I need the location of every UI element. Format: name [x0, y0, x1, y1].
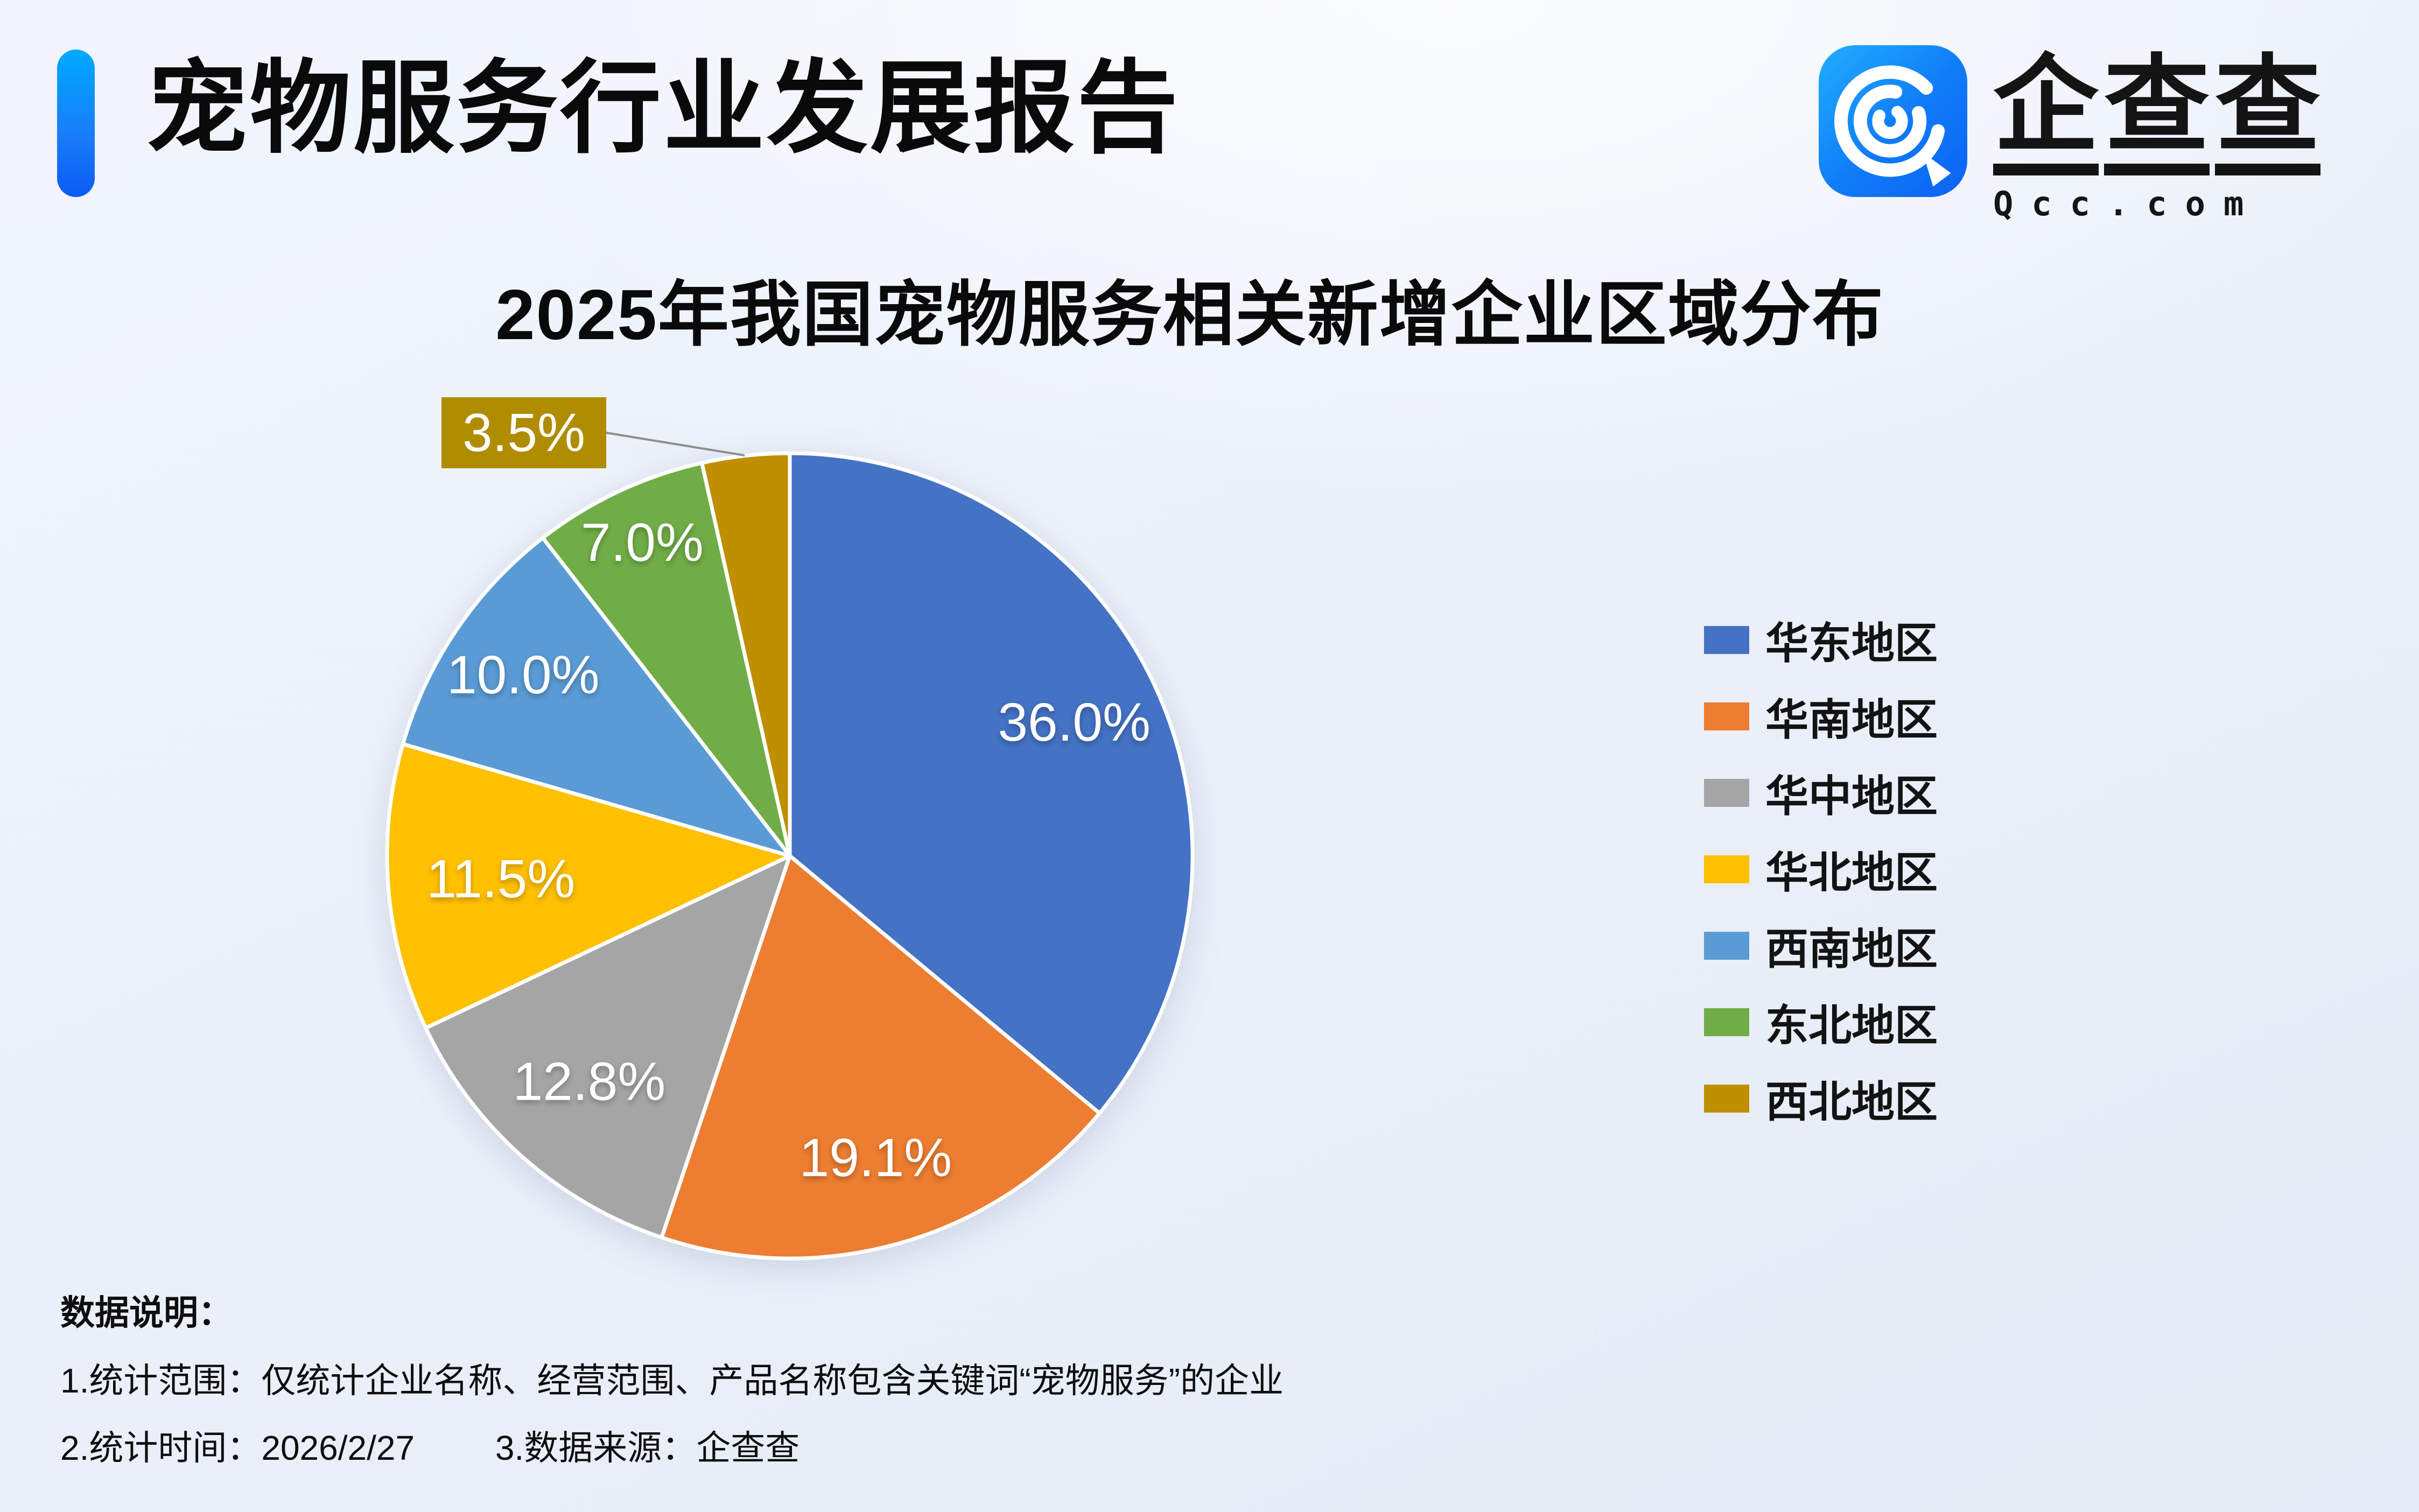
pie-slice-label: 36.0%: [998, 692, 1151, 753]
pie-slice-label: 12.8%: [513, 1051, 666, 1112]
legend-label: 西南地区: [1765, 925, 1938, 973]
legend-swatch: [1704, 1084, 1749, 1113]
pie-slice-华北地区: [385, 742, 792, 1030]
pie-slice-西北地区: [700, 451, 792, 858]
pie-callout-value: 3.5%: [462, 402, 585, 463]
pie-slice-label: 11.5%: [426, 849, 575, 909]
chart-title: 2025年我国宠物服务相关新增企业区域分布: [495, 275, 1884, 354]
pie-slice-西南地区: [401, 536, 792, 858]
qcc-logo-character: 查: [2104, 53, 2210, 175]
legend-swatch: [1704, 855, 1749, 883]
qcc-logo-wordmark: 企查查: [1993, 53, 2326, 175]
legend-swatch: [1704, 1008, 1749, 1036]
legend-item-东北地区: 东北地区: [1704, 1000, 1938, 1050]
pie-slice-label: 7.0%: [581, 512, 704, 573]
pie-slice-华南地区: [660, 854, 1102, 1261]
legend-label: 华中地区: [1765, 772, 1938, 820]
data-notes: 数据说明： 1.统计范围：仅统计企业名称、经营范围、产品名称包含关键词“宠物服务…: [60, 1292, 1284, 1469]
callout-leader-line: [606, 432, 745, 456]
title-accent-bar: [57, 50, 95, 197]
legend-item-西南地区: 西南地区: [1704, 924, 1938, 973]
legend-item-华南地区: 华南地区: [1704, 694, 1938, 744]
notes-heading: 数据说明：: [60, 1293, 233, 1332]
qcc-logo-domain: Qcc.com: [1993, 184, 2262, 223]
qcc-logo-text: 企查查 Qcc.com: [1993, 45, 2326, 223]
chart-legend: 华东地区华南地区华中地区华北地区西南地区东北地区西北地区: [1704, 618, 1938, 1126]
legend-swatch: [1704, 625, 1749, 654]
legend-swatch: [1704, 931, 1749, 960]
qcc-logo-character: 企: [1993, 53, 2099, 175]
legend-item-西北地区: 西北地区: [1704, 1077, 1938, 1126]
legend-item-华中地区: 华中地区: [1704, 771, 1938, 820]
pie-slice-东北地区: [541, 461, 792, 858]
pie-callout-label: 3.5%: [441, 397, 606, 468]
report-title: 宠物服务行业发展报告: [146, 52, 1180, 165]
pie-slice-华中地区: [424, 854, 792, 1240]
legend-item-华北地区: 华北地区: [1704, 847, 1938, 897]
pie-slice-label: 10.0%: [447, 645, 600, 705]
legend-label: 华南地区: [1765, 695, 1938, 744]
legend-swatch: [1704, 778, 1749, 807]
legend-label: 东北地区: [1765, 1001, 1938, 1050]
notes-line-scope: 1.统计范围：仅统计企业名称、经营范围、产品名称包含关键词“宠物服务”的企业: [60, 1361, 1284, 1400]
notes-time: 2.统计时间：2026/2/27: [60, 1429, 415, 1467]
legend-label: 华东地区: [1765, 619, 1938, 667]
qcc-logo-icon: [1819, 45, 1967, 197]
legend-item-华东地区: 华东地区: [1704, 618, 1938, 667]
qcc-brand: 企查查 Qcc.com: [1819, 45, 2326, 223]
notes-source: 3.数据来源：企查查: [495, 1429, 800, 1467]
pie-chart: 36.0% 19.1% 12.8% 11.5% 10.0% 7.0%: [385, 432, 1195, 1261]
legend-swatch: [1704, 702, 1749, 730]
pie-slice-label: 19.1%: [800, 1128, 952, 1188]
notes-line-time-source: 2.统计时间：2026/2/27 3.数据来源：企查查: [60, 1427, 1284, 1469]
legend-label: 华北地区: [1765, 848, 1938, 897]
legend-label: 西北地区: [1765, 1078, 1938, 1126]
pie-slice-华东地区: [788, 451, 1195, 1115]
qcc-logo-character: 查: [2215, 53, 2321, 175]
